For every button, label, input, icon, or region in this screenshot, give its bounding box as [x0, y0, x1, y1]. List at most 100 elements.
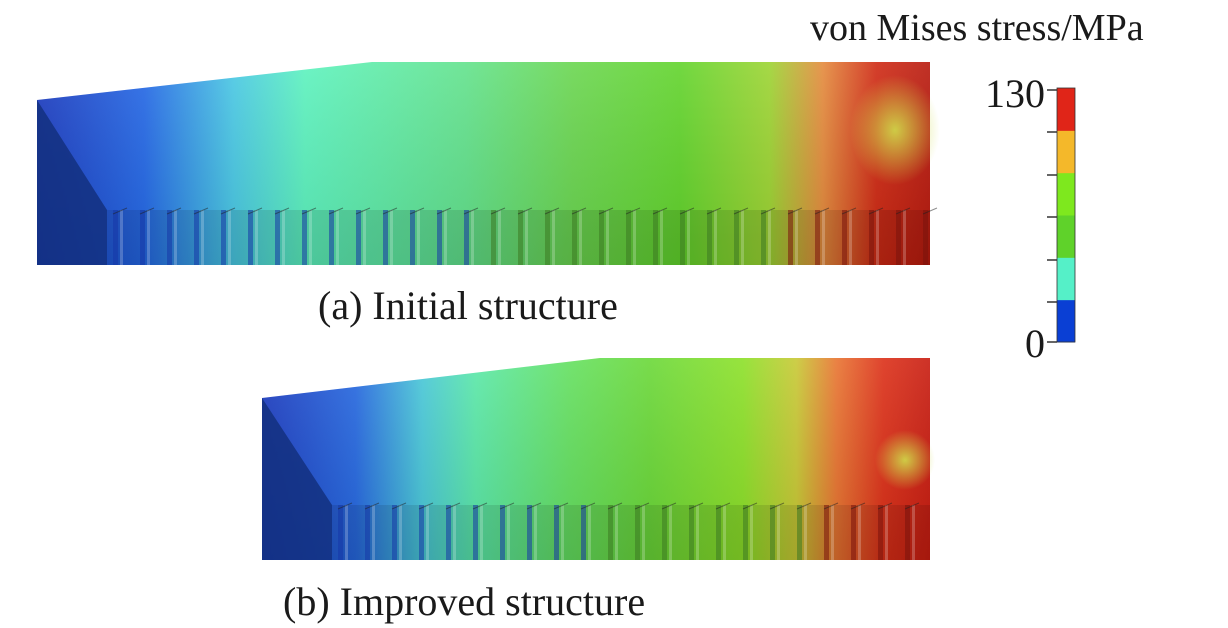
fin-stripe [824, 505, 829, 560]
fin-highlight [255, 210, 258, 265]
legend-band [1057, 88, 1075, 131]
fin-edge [850, 502, 866, 510]
fin-stripe [842, 210, 847, 265]
fin-edge [571, 207, 587, 215]
fin-highlight [858, 505, 861, 560]
legend-max-label: 130 [985, 71, 1045, 116]
fin-edge [526, 502, 542, 510]
fin-stripe [500, 505, 505, 560]
fin-stripe [113, 210, 118, 265]
fin-edge [841, 207, 857, 215]
fin-stripe [437, 210, 442, 265]
fin-edge [625, 207, 641, 215]
fin-stripe [518, 210, 523, 265]
initial-structure-hotspot [850, 75, 940, 185]
fin-stripe [419, 505, 424, 560]
caption-initial-structure: (a) Initial structure [318, 283, 618, 328]
fin-edge [337, 502, 353, 510]
fin-highlight [309, 210, 312, 265]
fin-edge [895, 207, 911, 215]
fin-highlight [714, 210, 717, 265]
fin-edge [274, 207, 290, 215]
fin-highlight [687, 210, 690, 265]
fin-highlight [345, 505, 348, 560]
fin-stripe [167, 210, 172, 265]
fin-stripe [923, 210, 928, 265]
fin-edge [769, 502, 785, 510]
fin-highlight [768, 210, 771, 265]
fin-edge [760, 207, 776, 215]
fin-highlight [741, 210, 744, 265]
initial-fin-array [112, 207, 938, 265]
fin-stripe [410, 210, 415, 265]
fin-highlight [831, 505, 834, 560]
fin-edge [877, 502, 893, 510]
fin-edge [391, 502, 407, 510]
improved-structure-shading [262, 358, 930, 560]
fin-stripe [770, 505, 775, 560]
fin-edge [706, 207, 722, 215]
fin-highlight [444, 210, 447, 265]
fin-edge [445, 502, 461, 510]
fin-edge [112, 207, 128, 215]
fin-edge [688, 502, 704, 510]
fin-stripe [491, 210, 496, 265]
legend-band [1057, 130, 1075, 174]
fin-highlight [399, 505, 402, 560]
fin-highlight [534, 505, 537, 560]
fin-edge [328, 207, 344, 215]
fin-stripe [581, 505, 586, 560]
fin-stripe [626, 210, 631, 265]
panel-improved-structure [262, 358, 935, 560]
fin-stripe [194, 210, 199, 265]
fin-edge [553, 502, 569, 510]
fin-highlight [579, 210, 582, 265]
fin-stripe [383, 210, 388, 265]
fin-highlight [471, 210, 474, 265]
fin-highlight [723, 505, 726, 560]
fin-edge [742, 502, 758, 510]
fin-stripe [815, 210, 820, 265]
fin-highlight [696, 505, 699, 560]
legend-band [1057, 299, 1075, 343]
improved-structure-hotspot [875, 430, 935, 490]
fin-highlight [660, 210, 663, 265]
fin-stripe [743, 505, 748, 560]
fin-edge [247, 207, 263, 215]
fin-highlight [228, 210, 231, 265]
fin-edge [796, 502, 812, 510]
fin-highlight [615, 505, 618, 560]
fin-highlight [525, 210, 528, 265]
fin-highlight [876, 210, 879, 265]
fin-highlight [885, 505, 888, 560]
fin-edge [733, 207, 749, 215]
fin-highlight [120, 210, 123, 265]
fin-edge [904, 502, 920, 510]
fin-stripe [599, 210, 604, 265]
initial-structure-chamfer [37, 100, 107, 265]
fin-stripe [608, 505, 613, 560]
fin-stripe [707, 210, 712, 265]
fin-highlight [552, 210, 555, 265]
fin-stripe [797, 505, 802, 560]
fin-stripe [365, 505, 370, 560]
fin-highlight [372, 505, 375, 560]
fin-stripe [527, 505, 532, 560]
fin-highlight [849, 210, 852, 265]
fin-highlight [903, 210, 906, 265]
fin-highlight [930, 210, 933, 265]
fin-edge [355, 207, 371, 215]
fin-edge [814, 207, 830, 215]
fin-stripe [689, 505, 694, 560]
fin-stripe [140, 210, 145, 265]
fin-edge [166, 207, 182, 215]
fin-edge [301, 207, 317, 215]
fin-stripe [572, 210, 577, 265]
fin-stripe [338, 505, 343, 560]
fin-highlight [390, 210, 393, 265]
fin-highlight [426, 505, 429, 560]
fin-highlight [453, 505, 456, 560]
fin-edge [661, 502, 677, 510]
fin-stripe [869, 210, 874, 265]
